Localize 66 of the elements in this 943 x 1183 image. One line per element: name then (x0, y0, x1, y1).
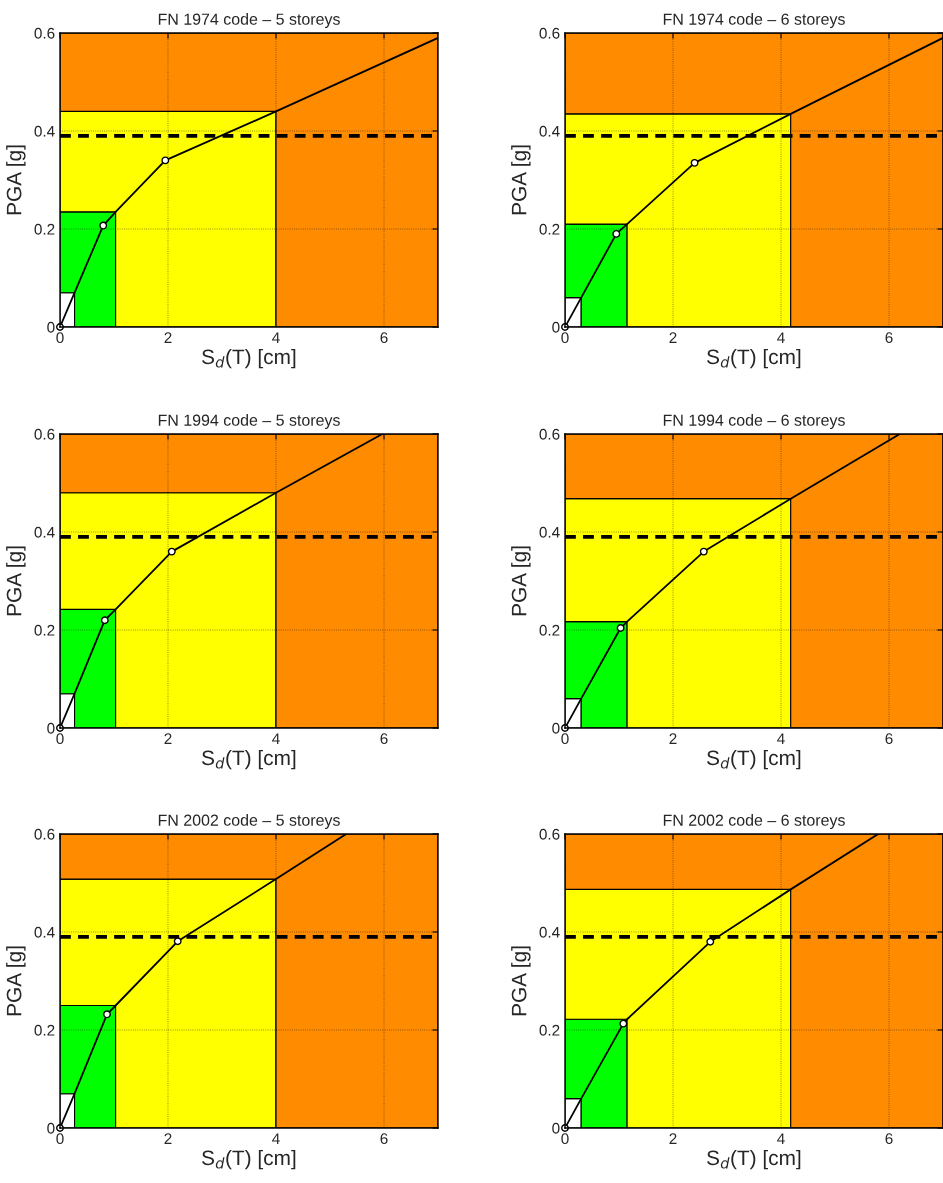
y-tick-label: 0.2 (34, 1024, 55, 1036)
y-tick-label: 0.6 (539, 27, 560, 39)
x-tick-label: 0 (561, 332, 569, 344)
y-axis-title: PGA [g] (511, 145, 531, 215)
y-axis-title: PGA [g] (6, 946, 26, 1016)
y-tick-label: 0.2 (539, 223, 560, 235)
x-tick-label: 0 (56, 332, 64, 344)
x-tick-label: 4 (777, 332, 785, 343)
x-tick-label: 0 (561, 1133, 569, 1145)
x-tick-label: 4 (777, 733, 785, 744)
y-axis-title: PGA [g] (511, 546, 531, 616)
y-tick-label: 0.4 (34, 125, 55, 137)
chart-title: FN 2002 code – 5 storeys (158, 814, 340, 829)
x-tick-label: 2 (164, 332, 172, 343)
y-axis-title: PGA [g] (511, 946, 531, 1016)
y-axis-title: PGA [g] (6, 145, 26, 215)
y-tick-label: 0.6 (539, 428, 560, 440)
x-axis-title: S$_{d}$(T) [cm] (202, 1149, 296, 1170)
x-tick-label: 4 (272, 332, 280, 343)
y-tick-label: 0.4 (539, 125, 560, 137)
x-tick-label: 4 (272, 733, 280, 744)
x-tick-label: 4 (777, 1133, 785, 1144)
chart-title: FN 1994 code – 6 storeys (663, 414, 845, 429)
x-tick-label: 2 (164, 733, 172, 744)
y-tick-label: 0.6 (539, 828, 560, 840)
x-tick-label: 2 (669, 332, 677, 343)
y-tick-label: 0 (552, 321, 560, 333)
x-tick-label: 6 (380, 332, 388, 344)
x-tick-label: 0 (56, 1133, 64, 1145)
x-tick-label: 4 (272, 1133, 280, 1144)
y-tick-label: 0.6 (34, 428, 55, 440)
x-tick-label: 2 (669, 733, 677, 744)
chart-title: FN 2002 code – 6 storeys (663, 814, 845, 829)
x-axis-title: S$_{d}$(T) [cm] (707, 1149, 801, 1170)
chart-title: FN 1974 code – 5 storeys (158, 13, 340, 28)
x-axis-title: S$_{d}$(T) [cm] (202, 348, 296, 369)
y-tick-label: 0 (47, 1122, 55, 1134)
x-tick-label: 6 (380, 733, 388, 745)
y-tick-label: 0.4 (34, 526, 55, 538)
y-tick-label: 0.4 (34, 926, 55, 938)
y-tick-label: 0.2 (34, 624, 55, 636)
x-axis-title: S$_{d}$(T) [cm] (707, 348, 801, 369)
x-axis-title: S$_{d}$(T) [cm] (707, 749, 801, 770)
x-tick-label: 0 (561, 733, 569, 745)
y-tick-label: 0.4 (539, 926, 560, 938)
y-tick-label: 0.2 (539, 1024, 560, 1036)
x-tick-label: 2 (669, 1133, 677, 1144)
x-tick-label: 2 (164, 1133, 172, 1144)
x-tick-label: 6 (885, 332, 893, 344)
y-tick-label: 0 (47, 321, 55, 333)
y-tick-label: 0.6 (34, 828, 55, 840)
chart-title: FN 1994 code – 5 storeys (158, 414, 340, 429)
y-tick-label: 0 (47, 722, 55, 734)
x-tick-label: 6 (885, 733, 893, 745)
x-axis-title: S$_{d}$(T) [cm] (202, 749, 296, 770)
y-tick-label: 0.2 (34, 223, 55, 235)
x-tick-label: 6 (380, 1133, 388, 1145)
chart-title: FN 1974 code – 6 storeys (663, 13, 845, 28)
x-tick-label: 0 (56, 733, 64, 745)
y-tick-label: 0.4 (539, 526, 560, 538)
y-tick-label: 0 (552, 722, 560, 734)
y-tick-label: 0 (552, 1122, 560, 1134)
y-tick-label: 0.2 (539, 624, 560, 636)
x-tick-label: 6 (885, 1133, 893, 1145)
y-axis-title: PGA [g] (6, 546, 26, 616)
y-tick-label: 0.6 (34, 27, 55, 39)
